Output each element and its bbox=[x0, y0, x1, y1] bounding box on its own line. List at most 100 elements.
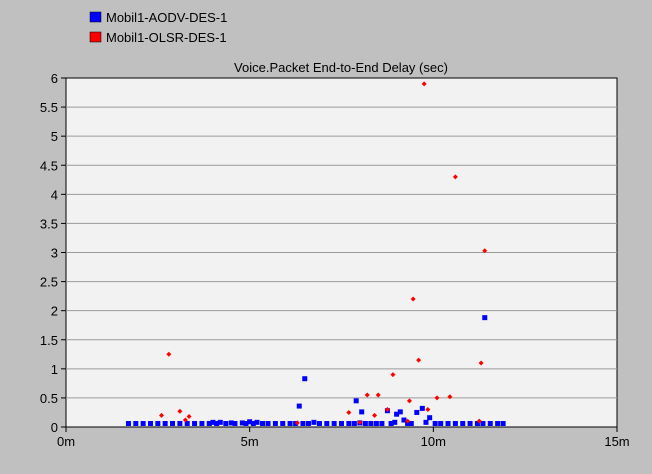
aodv-point bbox=[414, 409, 420, 415]
aodv-point bbox=[373, 421, 379, 427]
y-tick-label: 0 bbox=[51, 420, 58, 435]
aodv-point bbox=[408, 421, 414, 427]
olsr-point bbox=[390, 372, 396, 378]
olsr-point bbox=[346, 409, 352, 415]
y-tick-label: 2.5 bbox=[40, 275, 58, 290]
aodv-point bbox=[394, 411, 400, 417]
olsr-point bbox=[177, 408, 183, 414]
olsr-point bbox=[405, 418, 411, 424]
aodv-point bbox=[210, 419, 216, 425]
y-tick-label: 1.5 bbox=[40, 333, 58, 348]
aodv-point bbox=[296, 403, 302, 409]
aodv-point bbox=[487, 421, 493, 427]
aodv-point bbox=[460, 421, 466, 427]
olsr-point bbox=[159, 412, 165, 418]
aodv-point bbox=[467, 421, 473, 427]
aodv-point bbox=[155, 421, 161, 427]
aodv-point bbox=[401, 417, 407, 423]
olsr-point bbox=[482, 248, 488, 254]
aodv-point bbox=[480, 421, 486, 427]
aodv-point bbox=[474, 421, 480, 427]
data-points bbox=[125, 81, 506, 427]
aodv-point bbox=[223, 421, 229, 427]
aodv-point bbox=[265, 421, 271, 427]
y-axis-ticks: 0 0.5 1 1.5 2 2.5 3 3.5 4 4.5 5 5.5 6 bbox=[40, 71, 66, 435]
series-1 bbox=[159, 81, 488, 426]
legend: Mobil1-AODV-DES-1 Mobil1-OLSR-DES-1 bbox=[89, 10, 227, 45]
olsr-point bbox=[434, 395, 440, 401]
aodv-point bbox=[351, 421, 357, 427]
olsr-point bbox=[425, 407, 431, 413]
olsr-point bbox=[452, 174, 458, 180]
olsr-point bbox=[186, 414, 192, 420]
aodv-point bbox=[368, 421, 374, 427]
gridlines bbox=[66, 106, 617, 399]
aodv-point bbox=[445, 421, 451, 427]
aodv-point bbox=[199, 421, 205, 427]
aodv-point bbox=[362, 421, 368, 427]
aodv-point bbox=[311, 419, 317, 425]
aodv-point bbox=[438, 421, 444, 427]
aodv-point bbox=[495, 421, 501, 427]
olsr-point bbox=[294, 420, 300, 426]
olsr-point bbox=[447, 394, 453, 400]
olsr-point bbox=[357, 419, 363, 425]
olsr-point bbox=[406, 398, 412, 404]
y-tick-label: 1 bbox=[51, 362, 58, 377]
aodv-point bbox=[302, 376, 308, 382]
aodv-point bbox=[324, 421, 330, 427]
aodv-point bbox=[177, 421, 183, 427]
aodv-point bbox=[397, 409, 403, 415]
aodv-point bbox=[214, 421, 220, 427]
olsr-point bbox=[166, 351, 172, 357]
aodv-point bbox=[419, 405, 425, 411]
aodv-point bbox=[423, 419, 429, 425]
aodv-point bbox=[272, 421, 278, 427]
aodv-point bbox=[125, 421, 131, 427]
legend-label-aodv: Mobil1-AODV-DES-1 bbox=[106, 10, 227, 25]
y-tick-label: 4 bbox=[51, 187, 58, 202]
aodv-point bbox=[217, 419, 223, 425]
series-0 bbox=[125, 315, 506, 427]
x-tick-label: 15m bbox=[604, 434, 629, 449]
aodv-point bbox=[339, 421, 344, 427]
olsr-point bbox=[375, 392, 381, 398]
aodv-point bbox=[280, 421, 286, 427]
aodv-point bbox=[140, 421, 146, 427]
olsr-point bbox=[416, 357, 422, 363]
aodv-point bbox=[247, 419, 253, 425]
x-axis-ticks: 0m 5m 10m 15m bbox=[57, 427, 630, 449]
legend-label-olsr: Mobil1-OLSR-DES-1 bbox=[106, 30, 227, 45]
y-tick-label: 6 bbox=[51, 71, 58, 86]
aodv-point bbox=[353, 398, 359, 404]
olsr-point bbox=[384, 407, 390, 413]
aodv-point bbox=[427, 415, 433, 421]
y-tick-label: 2 bbox=[51, 304, 58, 319]
aodv-point bbox=[359, 409, 365, 415]
aodv-point bbox=[250, 421, 256, 427]
olsr-point bbox=[478, 360, 484, 366]
aodv-point bbox=[379, 421, 385, 427]
olsr-point bbox=[364, 392, 370, 398]
y-tick-label: 0.5 bbox=[40, 391, 58, 406]
x-tick-label: 5m bbox=[241, 434, 259, 449]
legend-swatch-aodv bbox=[89, 11, 102, 23]
x-tick-label: 0m bbox=[57, 434, 75, 449]
olsr-point bbox=[372, 412, 378, 418]
aodv-point bbox=[239, 420, 245, 426]
y-tick-label: 5.5 bbox=[40, 100, 58, 115]
aodv-point bbox=[452, 421, 458, 427]
x-tick-label: 10m bbox=[421, 434, 446, 449]
aodv-point bbox=[260, 421, 266, 427]
y-tick-label: 4.5 bbox=[40, 158, 58, 173]
aodv-point bbox=[254, 419, 260, 425]
y-tick-label: 3.5 bbox=[40, 216, 58, 231]
aodv-point bbox=[346, 421, 352, 427]
aodv-point bbox=[388, 421, 394, 427]
chart-title: Voice.Packet End-to-End Delay (sec) bbox=[234, 60, 448, 75]
aodv-point bbox=[206, 421, 212, 427]
olsr-point bbox=[476, 418, 482, 424]
aodv-point bbox=[500, 421, 506, 427]
aodv-point bbox=[300, 421, 306, 427]
